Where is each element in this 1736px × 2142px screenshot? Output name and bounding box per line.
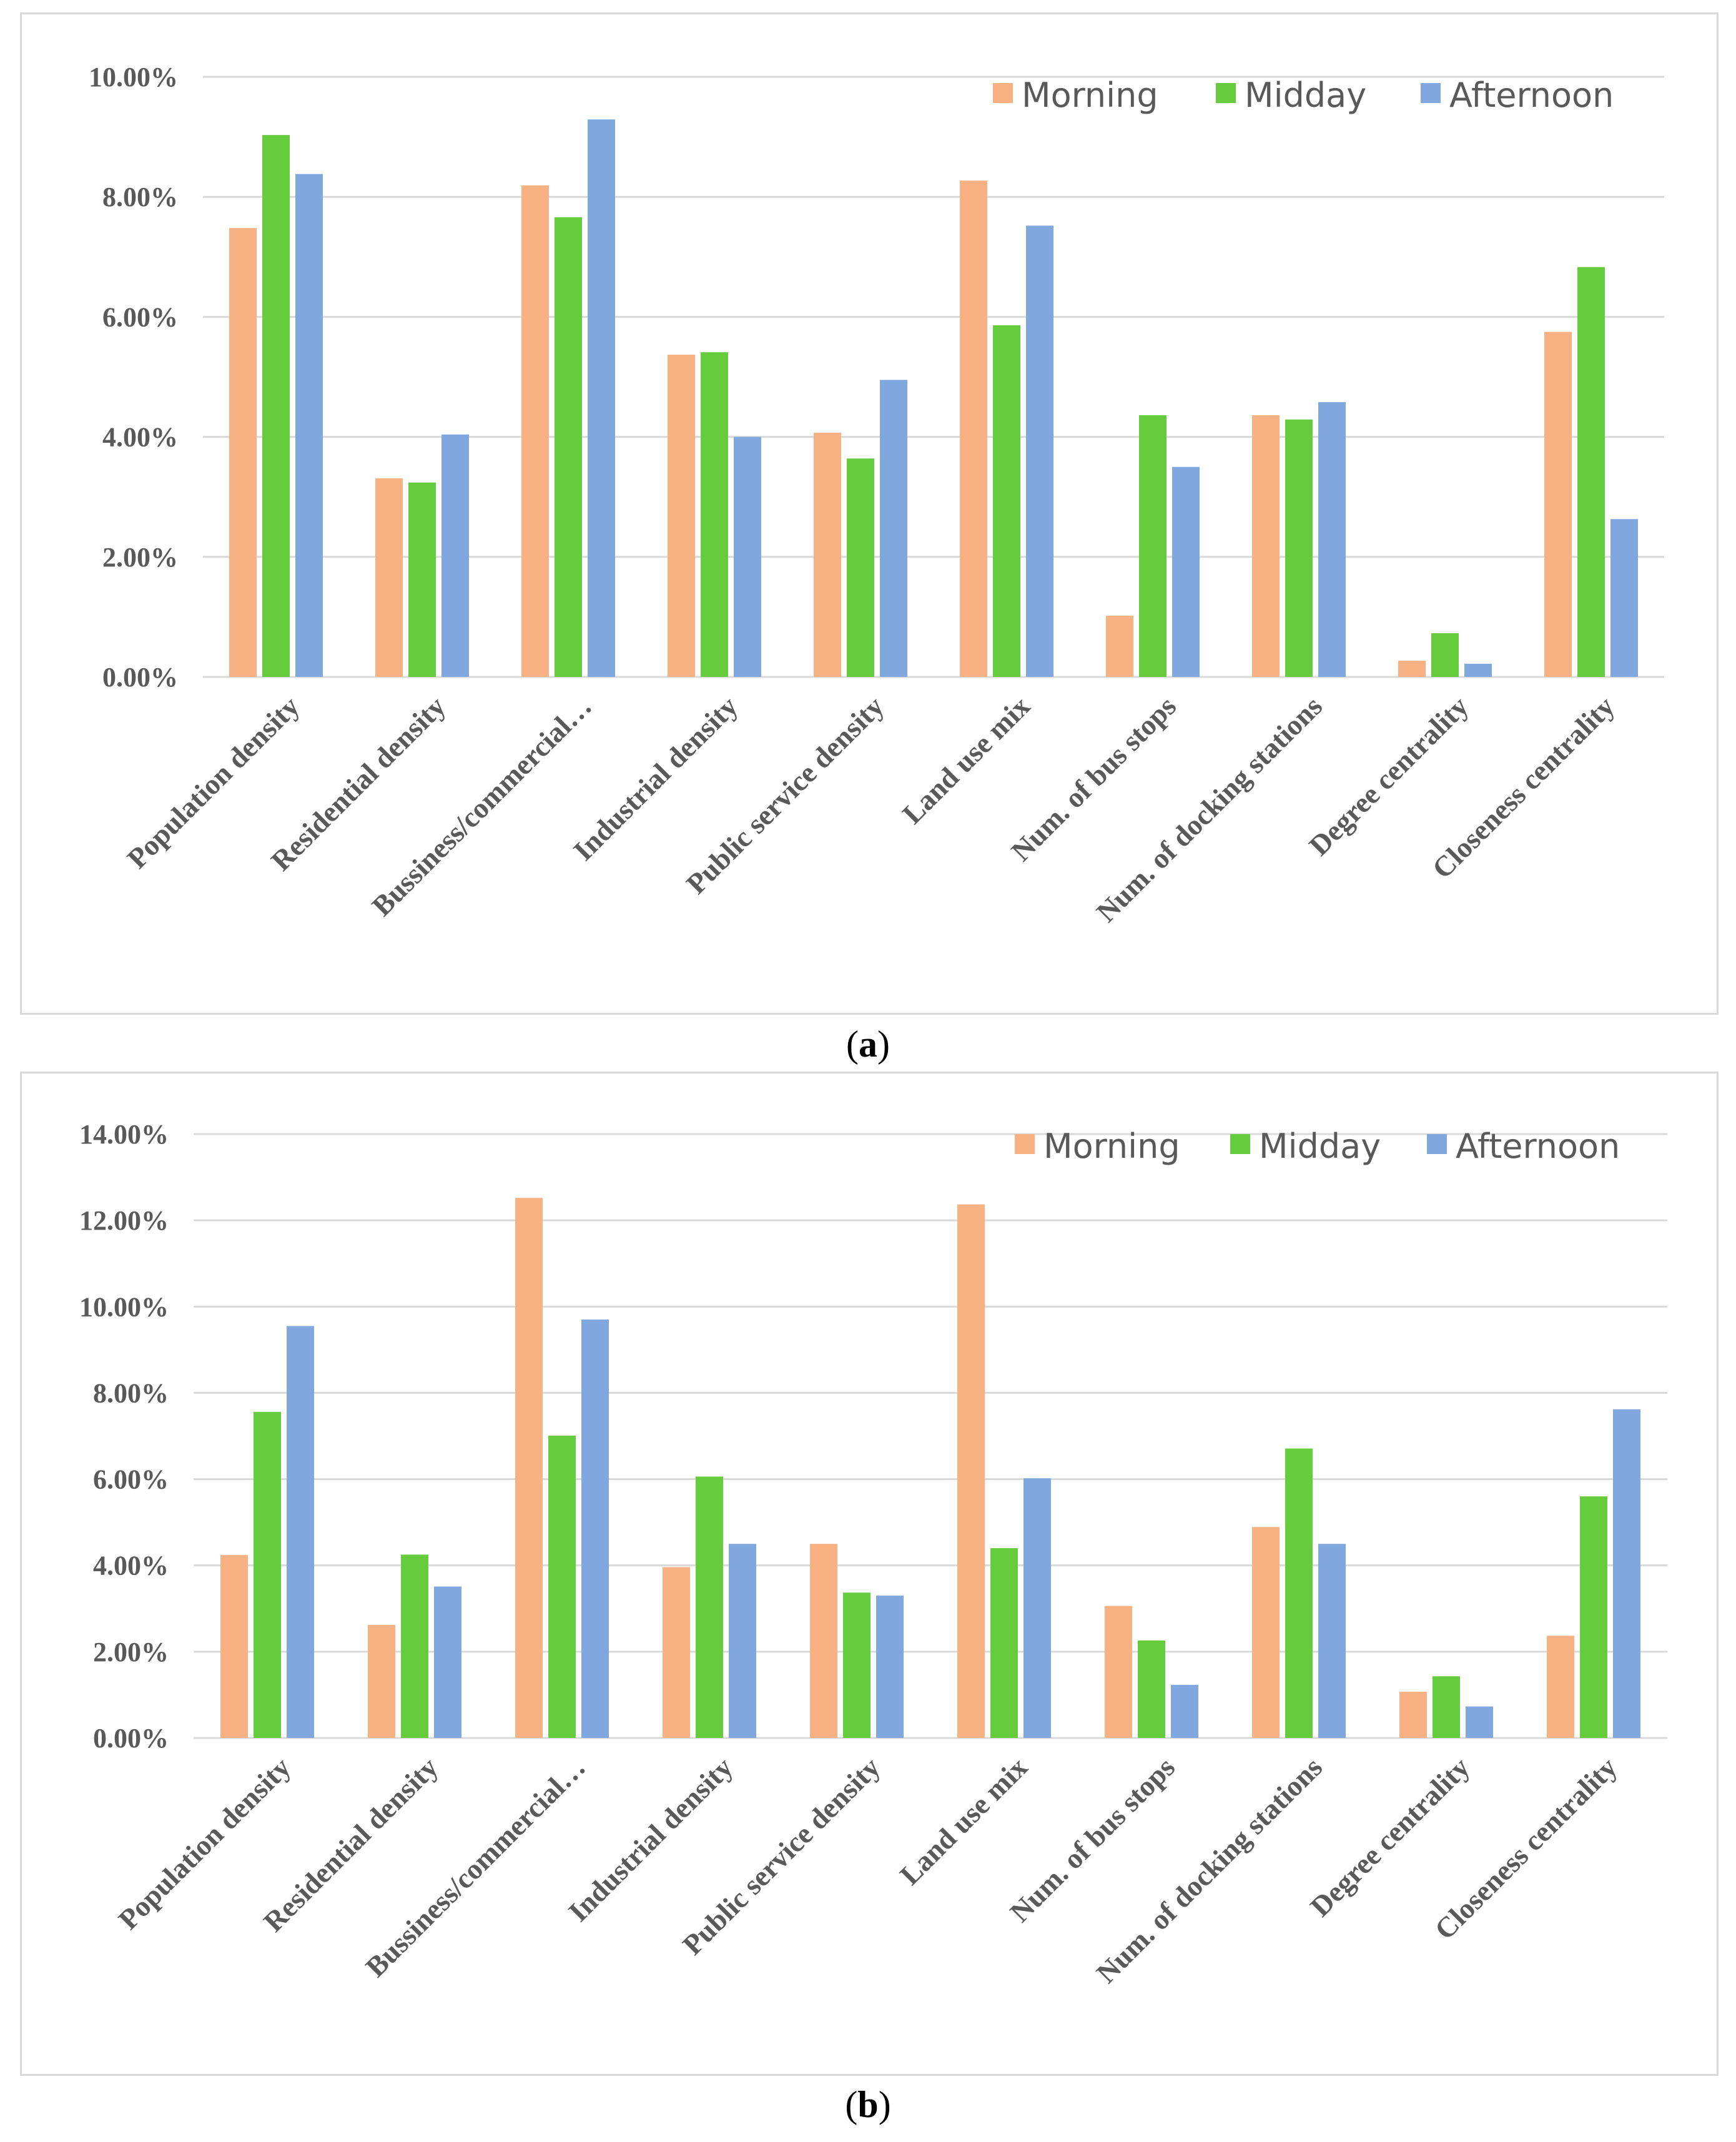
legend-swatch-afternoon: [1427, 1134, 1447, 1154]
y-tick-label: 10.00%: [79, 1291, 169, 1322]
bar-morning-10: [1544, 332, 1572, 677]
bar-midday-4: [701, 352, 728, 677]
bar-morning-1: [229, 228, 257, 677]
legend-label-morning: Morning: [1022, 76, 1158, 115]
bar-afternoon-8: [1318, 402, 1346, 677]
bar-midday-9: [1431, 633, 1459, 677]
y-tick-label: 8.00%: [102, 182, 178, 212]
bar-morning-2: [375, 478, 403, 677]
bar-morning-7: [1106, 615, 1133, 677]
bar-morning-6: [960, 180, 987, 677]
bar-midday-10: [1580, 1496, 1607, 1738]
bar-midday-2: [408, 482, 436, 677]
y-tick-label: 4.00%: [102, 422, 178, 453]
bar-afternoon-1: [295, 174, 323, 677]
y-tick-label: 0.00%: [93, 1723, 169, 1754]
bar-morning-1: [220, 1555, 248, 1738]
bar-midday-5: [847, 458, 874, 677]
bar-afternoon-3: [588, 119, 615, 677]
bar-midday-7: [1138, 1640, 1165, 1738]
bar-morning-9: [1399, 1692, 1427, 1738]
bar-morning-5: [810, 1544, 837, 1738]
y-tick-label: 6.00%: [102, 302, 178, 332]
bar-morning-5: [814, 432, 841, 677]
x-category-label: Land use mix: [894, 1751, 1033, 1891]
bar-morning-10: [1547, 1636, 1574, 1738]
bar-afternoon-9: [1466, 1706, 1493, 1738]
bar-morning-2: [368, 1625, 395, 1738]
bar-afternoon-7: [1172, 466, 1200, 677]
y-tick-label: 10.00%: [89, 62, 178, 92]
bar-morning-4: [663, 1567, 690, 1738]
x-category-label: Industrial density: [562, 1751, 739, 1928]
bar-morning-6: [957, 1204, 985, 1738]
bar-morning-8: [1252, 1527, 1280, 1738]
bar-midday-6: [993, 325, 1020, 677]
y-tick-label: 2.00%: [102, 542, 178, 573]
y-tick-label: 8.00%: [93, 1378, 169, 1408]
bar-afternoon-4: [734, 437, 761, 677]
legend-label-afternoon: Afternoon: [1456, 1127, 1620, 1166]
caption-b: (b): [845, 2084, 891, 2125]
legend-swatch-morning: [1015, 1134, 1035, 1154]
bar-midday-3: [555, 217, 582, 677]
bar-morning-3: [521, 185, 549, 677]
bar-morning-3: [515, 1198, 543, 1738]
bar-afternoon-4: [729, 1544, 756, 1738]
bar-midday-7: [1139, 415, 1166, 677]
x-category-label: Degree centrality: [1304, 1751, 1476, 1923]
bar-afternoon-3: [581, 1320, 609, 1738]
x-category-label: Land use mix: [896, 690, 1036, 830]
bar-midday-8: [1285, 419, 1313, 677]
y-tick-label: 4.00%: [93, 1551, 169, 1581]
legend-label-midday: Midday: [1245, 76, 1366, 115]
legend-swatch-midday: [1216, 83, 1236, 103]
bar-afternoon-9: [1464, 663, 1492, 677]
legend-label-midday: Midday: [1259, 1127, 1381, 1166]
bar-morning-4: [668, 354, 695, 677]
y-tick-label: 12.00%: [79, 1205, 169, 1236]
bar-midday-1: [262, 135, 290, 678]
legend-label-morning: Morning: [1043, 1127, 1180, 1166]
bar-afternoon-1: [287, 1326, 314, 1738]
bar-morning-7: [1105, 1606, 1132, 1738]
bar-afternoon-2: [441, 434, 469, 677]
bar-midday-8: [1285, 1448, 1313, 1738]
y-tick-label: 14.00%: [79, 1119, 169, 1150]
y-tick-label: 6.00%: [93, 1464, 169, 1495]
chart-panel-b: 0.00% 2.00% 4.00% 6.00% 8.00% 10.00% 12.00% 14.…: [20, 1072, 1719, 2076]
chart-panel-a: 0.00% 2.00% 4.00% 6.00% 8.00% 10.00% Populatio…: [20, 12, 1719, 1015]
chart-a-svg: 0.00%2.00%4.00%6.00%8.00%10.00%Populatio…: [89, 62, 1664, 928]
bar-midday-10: [1577, 267, 1605, 678]
bar-morning-8: [1252, 415, 1280, 677]
legend-swatch-afternoon: [1421, 83, 1441, 103]
legend-swatch-morning: [993, 83, 1013, 103]
bar-afternoon-6: [1023, 1478, 1051, 1738]
bar-afternoon-2: [434, 1586, 461, 1738]
bar-afternoon-6: [1026, 225, 1053, 677]
bar-midday-3: [548, 1435, 576, 1738]
legend-label-afternoon: Afternoon: [1449, 76, 1614, 115]
x-category-label: Degree centrality: [1303, 690, 1474, 862]
chart-b-svg: 0.00% 2.00% 4.00% 6.00% 8.00% 10.00% 12.00% 14.…: [79, 1119, 1667, 1989]
bar-afternoon-10: [1610, 519, 1638, 677]
bar-afternoon-10: [1613, 1409, 1640, 1738]
bar-midday-4: [696, 1476, 723, 1738]
bar-midday-2: [401, 1554, 428, 1738]
legend-swatch-midday: [1230, 1134, 1250, 1154]
bar-afternoon-7: [1171, 1685, 1198, 1738]
bar-midday-6: [990, 1548, 1018, 1738]
bar-afternoon-5: [876, 1596, 904, 1738]
bar-afternoon-8: [1318, 1544, 1346, 1738]
y-tick-label: 2.00%: [93, 1637, 169, 1667]
bar-midday-1: [254, 1411, 281, 1738]
y-tick-label: 0.00%: [102, 662, 178, 693]
caption-a: (a): [846, 1024, 890, 1065]
bar-afternoon-5: [880, 380, 907, 677]
bar-morning-9: [1398, 661, 1426, 677]
bar-midday-9: [1433, 1676, 1460, 1738]
bar-midday-5: [843, 1592, 870, 1738]
